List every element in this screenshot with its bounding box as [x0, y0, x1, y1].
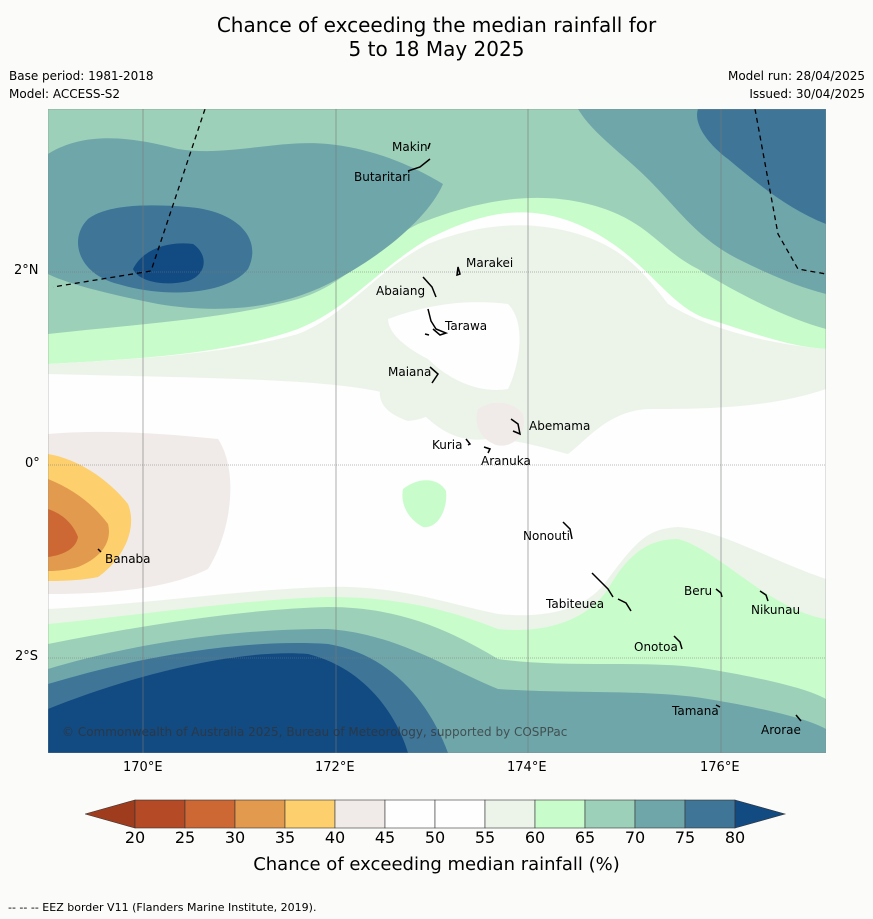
island-arorae [795, 714, 802, 722]
lat-label-2s: 2°S [15, 649, 39, 664]
colorbar-tick-label: 75 [674, 828, 696, 847]
colorbar-tick-label: 20 [124, 828, 146, 847]
place-label: Kuria [432, 438, 463, 452]
base-period: Base period: 1981-2018 [9, 69, 154, 83]
lon-label-172e: 172°E [315, 760, 355, 775]
patch-60-65-central [402, 480, 447, 528]
lat-label-0: 0° [25, 456, 40, 471]
colorbar-tick-label: 65 [574, 828, 596, 847]
colorbar-cell [384, 799, 436, 829]
band-25-30-west [48, 509, 78, 557]
place-label: Makin [392, 140, 428, 154]
island-onotoa [673, 635, 683, 650]
colorbar-tick-label: 25 [174, 828, 196, 847]
island-maiana [429, 366, 439, 384]
colorbar-tick-label: 40 [324, 828, 346, 847]
lon-label-174e: 174°E [507, 760, 547, 775]
band-below-55-central [388, 302, 520, 390]
colorbar-cell [284, 799, 336, 829]
colorbar-tick-label: 45 [374, 828, 396, 847]
island-abaiang [422, 276, 437, 298]
island-makin [427, 142, 431, 150]
colorbar-tick-label: 60 [524, 828, 546, 847]
colorbar-cell [334, 799, 386, 829]
issued-date: Issued: 30/04/2025 [749, 87, 865, 101]
patch-55-60-maiana [379, 381, 444, 421]
band-80-south [48, 653, 408, 753]
copyright-text: © Commonwealth of Australia 2025, Bureau… [62, 725, 567, 739]
chart-title-line2: 5 to 18 May 2025 [348, 37, 525, 61]
colorbar-tick-label: 70 [624, 828, 646, 847]
island-tabiteuea [591, 572, 632, 612]
colorbar-cell [234, 799, 286, 829]
place-label: Banaba [105, 552, 151, 566]
colorbar-tick-label: 55 [474, 828, 496, 847]
place-label: Tabiteuea [545, 597, 604, 611]
island-banaba [97, 548, 102, 553]
island-tarawa [424, 308, 449, 336]
colorbar-cell [434, 799, 486, 829]
island-marakei [456, 266, 461, 277]
island-abemama [510, 418, 522, 436]
colorbar-cell [534, 799, 586, 829]
place-label: Arorae [761, 723, 801, 737]
place-label: Aranuka [481, 454, 531, 468]
band-75-80-ne [697, 109, 826, 224]
place-label: Onotoa [634, 640, 678, 654]
place-label: Butaritari [354, 170, 411, 184]
island-aranuka [483, 446, 492, 454]
colorbar-tick-label: 50 [424, 828, 446, 847]
island-kuria [465, 438, 472, 446]
lat-label-2n: 2°N [14, 263, 39, 278]
eez-legend-note: -- -- -- EEZ border V11 (Flanders Marine… [8, 901, 317, 914]
colorbar-extend-high [734, 799, 787, 829]
eez-border [52, 109, 826, 288]
colorbar-title: Chance of exceeding median rainfall (%) [253, 854, 620, 875]
place-label: Abaiang [376, 284, 425, 298]
place-label: Tarawa [444, 319, 487, 333]
model-run: Model run: 28/04/2025 [727, 69, 865, 83]
colorbar-tick-label: 35 [274, 828, 296, 847]
island-tamana [715, 704, 721, 708]
colorbar-tick-label: 80 [724, 828, 746, 847]
colorbar-cell [584, 799, 636, 829]
colorbar-cell [184, 799, 236, 829]
colorbar [85, 799, 787, 829]
island-beru [715, 588, 723, 598]
patch-40-45-central [476, 402, 524, 446]
place-label: Nonouti [523, 529, 570, 543]
colorbar-cell [684, 799, 736, 829]
place-label: Nikunau [751, 603, 800, 617]
rainfall-map: Makin Butaritari Marakei Abaiang Tarawa … [48, 109, 826, 753]
place-label: Abemama [529, 419, 590, 433]
colorbar-cell [634, 799, 686, 829]
island-nonouti [562, 521, 573, 540]
band-80-nw [133, 243, 204, 284]
colorbar-tick-label: 30 [224, 828, 246, 847]
chart-title-line1: Chance of exceeding the median rainfall … [216, 13, 657, 37]
island-nikunau [759, 590, 769, 602]
place-label: Maiana [388, 365, 431, 379]
lon-label-176e: 176°E [700, 760, 740, 775]
island-butaritari [407, 158, 431, 172]
model-name: Model: ACCESS-S2 [9, 87, 121, 101]
colorbar-cell [134, 799, 186, 829]
place-label: Beru [684, 584, 712, 598]
colorbar-cell [484, 799, 536, 829]
place-label: Tamana [671, 704, 719, 718]
lon-label-170e: 170°E [123, 760, 163, 775]
place-label: Marakei [466, 256, 513, 270]
colorbar-extend-low [85, 799, 136, 829]
